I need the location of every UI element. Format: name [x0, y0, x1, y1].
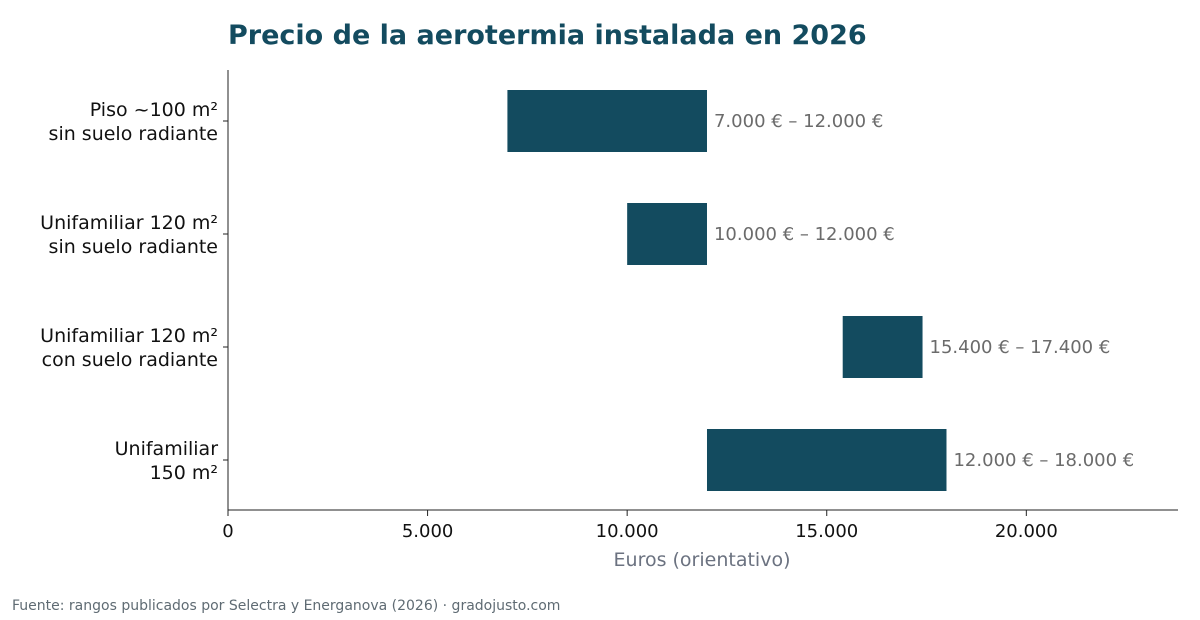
x-tick-label: 15.000	[795, 521, 858, 542]
x-tick-label: 20.000	[995, 521, 1058, 542]
data-label: 7.000 € – 12.000 €	[714, 111, 883, 132]
category-label-line: sin suelo radiante	[49, 236, 218, 258]
source-footer: Fuente: rangos publicados por Selectra y…	[12, 598, 561, 614]
range-bar	[507, 90, 707, 152]
category-label: Unifamiliar 120 m² sin suelo radiante	[40, 212, 218, 258]
category-label-line: con suelo radiante	[42, 349, 218, 371]
data-label: 10.000 € – 12.000 €	[714, 224, 895, 245]
category-label-line: Unifamiliar	[115, 438, 219, 460]
data-label: 12.000 € – 18.000 €	[953, 450, 1134, 471]
category-label: Unifamiliar 150 m²	[115, 438, 219, 484]
category-label-line: Unifamiliar 120 m²	[40, 325, 218, 347]
category-label-line: Unifamiliar 120 m²	[40, 212, 218, 234]
category-label: Piso ~100 m² sin suelo radiante	[49, 99, 218, 145]
x-tick-label: 5.000	[402, 521, 454, 542]
x-tick-label: 0	[222, 521, 233, 542]
data-label: 15.400 € – 17.400 €	[930, 337, 1111, 358]
category-label-line: Piso ~100 m²	[90, 99, 218, 121]
range-bar	[706, 429, 947, 491]
x-axis-title: Euros (orientativo)	[614, 549, 791, 571]
x-tick-label: 10.000	[596, 521, 659, 542]
chart-title: Precio de la aerotermia instalada en 202…	[228, 20, 867, 51]
category-label-line: 150 m²	[150, 462, 218, 484]
category-label: Unifamiliar 120 m² con suelo radiante	[40, 325, 218, 371]
category-label-line: sin suelo radiante	[49, 123, 218, 145]
range-bar	[627, 203, 707, 265]
range-bar	[842, 316, 923, 378]
